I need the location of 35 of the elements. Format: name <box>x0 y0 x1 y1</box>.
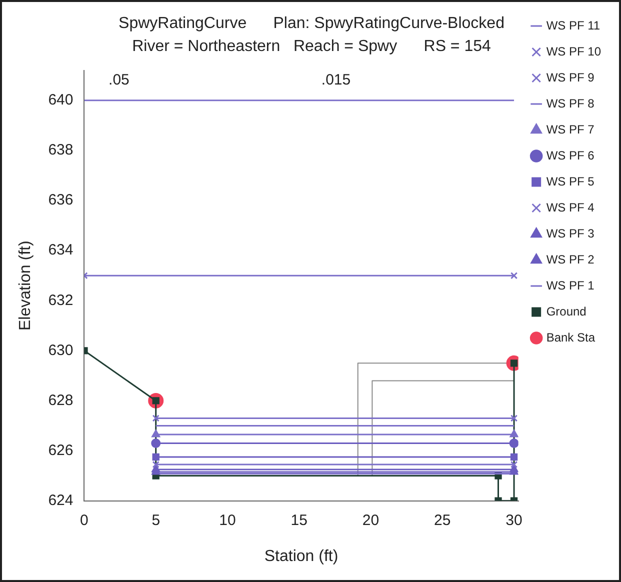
y-tick-label: 624 <box>48 492 74 509</box>
legend-label: WS PF 8 <box>546 96 595 110</box>
y-axis-title: Elevation (ft) <box>17 240 34 331</box>
legend-label: WS PF 10 <box>546 44 602 58</box>
y-tick-label: 638 <box>48 142 74 159</box>
legend-label: WS PF 1 <box>546 278 595 292</box>
y-tick-label: 626 <box>48 442 74 459</box>
legend-label: WS PF 4 <box>546 200 595 214</box>
x-tick-label: 30 <box>506 512 522 529</box>
x-tick-label: 25 <box>434 512 451 529</box>
legend-label: Ground <box>546 304 586 318</box>
annotation: .05 <box>108 72 130 89</box>
legend-label: WS PF 7 <box>546 122 595 136</box>
x-tick-label: 10 <box>219 512 236 529</box>
y-tick-label: 630 <box>48 342 74 359</box>
legend-label: WS PF 11 <box>546 18 600 32</box>
annotation: .015 <box>321 72 351 89</box>
legend-label: WS PF 5 <box>546 174 595 188</box>
legend-label: WS PF 2 <box>546 252 595 266</box>
x-tick-label: 20 <box>362 512 380 529</box>
chart-subtitle: River = Northeastern Reach = Spwy RS = 154 <box>132 38 492 56</box>
chart-title: SpwyRatingCurve Plan: SpwyRatingCurve-Blocked <box>118 15 504 32</box>
y-tick-label: 640 <box>48 92 74 109</box>
y-tick-label: 636 <box>48 192 74 209</box>
x-tick-label: 0 <box>80 512 88 529</box>
x-tick-label: 15 <box>290 512 308 529</box>
legend-label: WS PF 9 <box>546 70 595 84</box>
legend-label: WS PF 3 <box>546 226 595 240</box>
y-tick-label: 634 <box>48 242 74 259</box>
y-tick-label: 632 <box>48 292 74 309</box>
y-tick-label: 628 <box>48 392 74 409</box>
legend-label: Bank Sta <box>546 330 596 344</box>
x-tick-label: 5 <box>152 512 160 529</box>
x-axis-title: Station (ft) <box>264 548 338 565</box>
legend-label: WS PF 6 <box>546 148 595 162</box>
